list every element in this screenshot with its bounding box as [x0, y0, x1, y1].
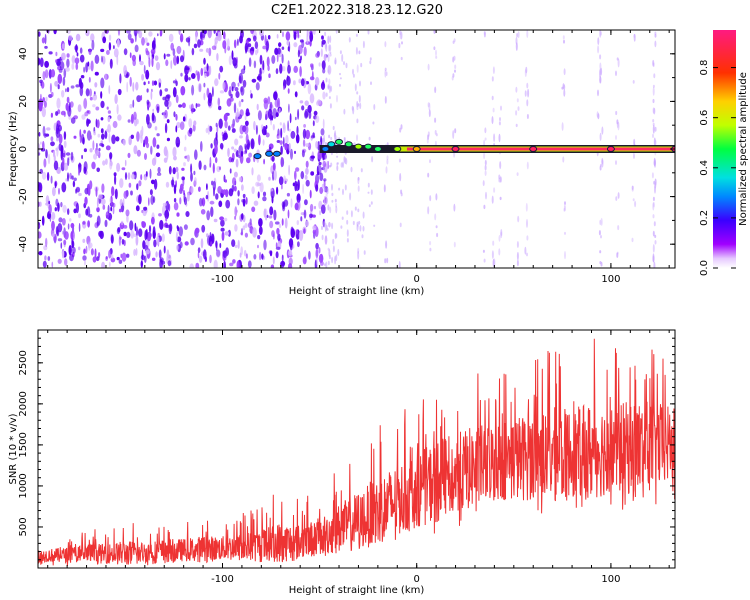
spectrogram-frame [37, 29, 676, 269]
ridge-point [607, 147, 614, 151]
y-tick-label: 500 [18, 517, 29, 536]
x-tick-label: -100 [211, 274, 234, 285]
y-tick-label: 1500 [18, 432, 29, 457]
snr-panel: -100 0 100 500 1000 1500 2000 2500 Height of st… [8, 329, 676, 596]
colorbar-tick-label: 0.8 [699, 60, 710, 76]
y-tick-label: 0 [18, 146, 29, 152]
x-tick-label: 0 [414, 574, 420, 585]
colorbar-tick-label: 0.2 [699, 210, 710, 226]
spectrogram-panel: -100 0 100 -40 -20 0 20 40 Height of straight l… [8, 29, 676, 297]
y-tick-label: -20 [18, 188, 29, 204]
noise-field [38, 30, 675, 268]
colorbar-gradient [713, 30, 736, 268]
ridge-point [328, 142, 335, 147]
snr-y-label: SNR (10 * v/v) [8, 413, 19, 484]
x-tick-label: -100 [211, 574, 234, 585]
snr-frame [37, 329, 676, 569]
ridge-point [365, 144, 372, 149]
y-tick-label: -40 [18, 236, 29, 252]
figure-title: C2E1.2022.318.23.12.G20 [271, 3, 443, 18]
colorbar-label: Normalized spectral amplitude [738, 72, 749, 226]
colorbar-tick-label: 0.4 [699, 160, 710, 176]
y-tick-label: 20 [18, 95, 29, 108]
ridge-point [394, 147, 401, 151]
x-tick-label: 100 [601, 274, 620, 285]
ridge-point [336, 139, 342, 144]
colorbar: 0.0 0.2 0.4 0.6 0.8 Normalized spectral ampl… [699, 30, 749, 276]
snr-x-label: Height of straight line (km) [289, 585, 425, 596]
ridge-point [273, 151, 280, 156]
ridge-point [322, 147, 329, 151]
snr-data [37, 338, 676, 567]
ridge-point [374, 147, 381, 151]
y-tick-label: 40 [18, 47, 29, 60]
ridge-point [452, 147, 459, 151]
y-tick-label: 2000 [18, 391, 29, 416]
spectrogram-ticks: -100 0 100 -40 -20 0 20 40 [18, 29, 675, 285]
colorbar-ticks: 0.0 0.2 0.4 0.6 0.8 [699, 60, 736, 276]
ridge-point [355, 144, 362, 149]
colorbar-tick-label: 0.6 [699, 110, 710, 126]
ridge-point [413, 147, 420, 151]
y-tick-label: 2500 [18, 350, 29, 375]
ridge-point [266, 151, 273, 156]
x-tick-label: 100 [601, 574, 620, 585]
ridge-point [530, 147, 537, 151]
snr-series-line [37, 338, 676, 567]
ridge-core [406, 147, 675, 151]
ridge-point [254, 154, 261, 159]
ridge-point [345, 142, 352, 147]
x-tick-label: 0 [414, 274, 420, 285]
spectrogram-x-label: Height of straight line (km) [289, 286, 425, 297]
spectrogram-y-label: Frequency (Hz) [8, 111, 19, 187]
colorbar-tick-label: 0.0 [699, 260, 710, 276]
y-tick-label: 1000 [18, 473, 29, 498]
spectrogram-data [38, 30, 675, 268]
